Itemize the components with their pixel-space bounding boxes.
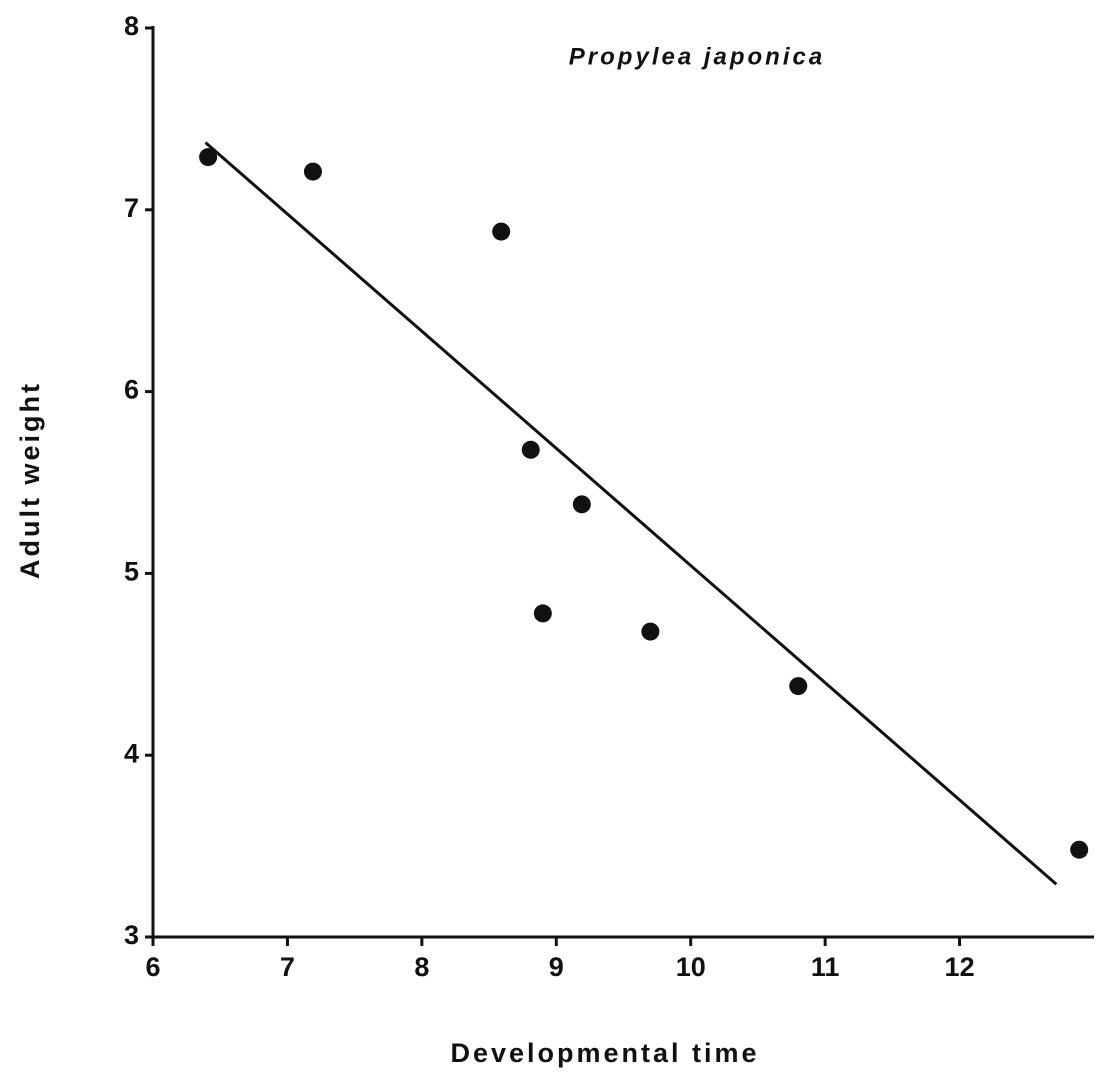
y-tick-label: 5: [124, 557, 139, 587]
x-tick-label: 8: [414, 952, 429, 982]
point: [199, 148, 218, 167]
x-tick-label: 10: [676, 952, 706, 982]
point: [641, 622, 660, 641]
point: [572, 495, 591, 514]
y-tick-label: 8: [124, 11, 139, 41]
y-axis-label: Adult weight: [15, 381, 45, 579]
point: [789, 677, 808, 696]
trend-line: [204, 141, 1058, 886]
y-tick-label: 6: [124, 375, 139, 405]
point: [303, 162, 322, 181]
x-tick-label: 12: [945, 952, 975, 982]
x-tick-label: 6: [145, 952, 160, 982]
x-tick-label: 9: [549, 952, 564, 982]
point: [533, 604, 552, 623]
y-tick-label: 7: [124, 193, 139, 223]
x-axis-label: Developmental time: [450, 1038, 759, 1068]
y-tick-label: 3: [124, 920, 139, 950]
point: [521, 440, 540, 459]
x-tick-label: 7: [280, 952, 295, 982]
point: [1070, 840, 1089, 859]
point: [492, 222, 511, 241]
y-tick-label: 4: [124, 738, 139, 768]
chart-title: Propylea japonica: [569, 43, 825, 70]
x-tick-label: 11: [811, 952, 840, 982]
